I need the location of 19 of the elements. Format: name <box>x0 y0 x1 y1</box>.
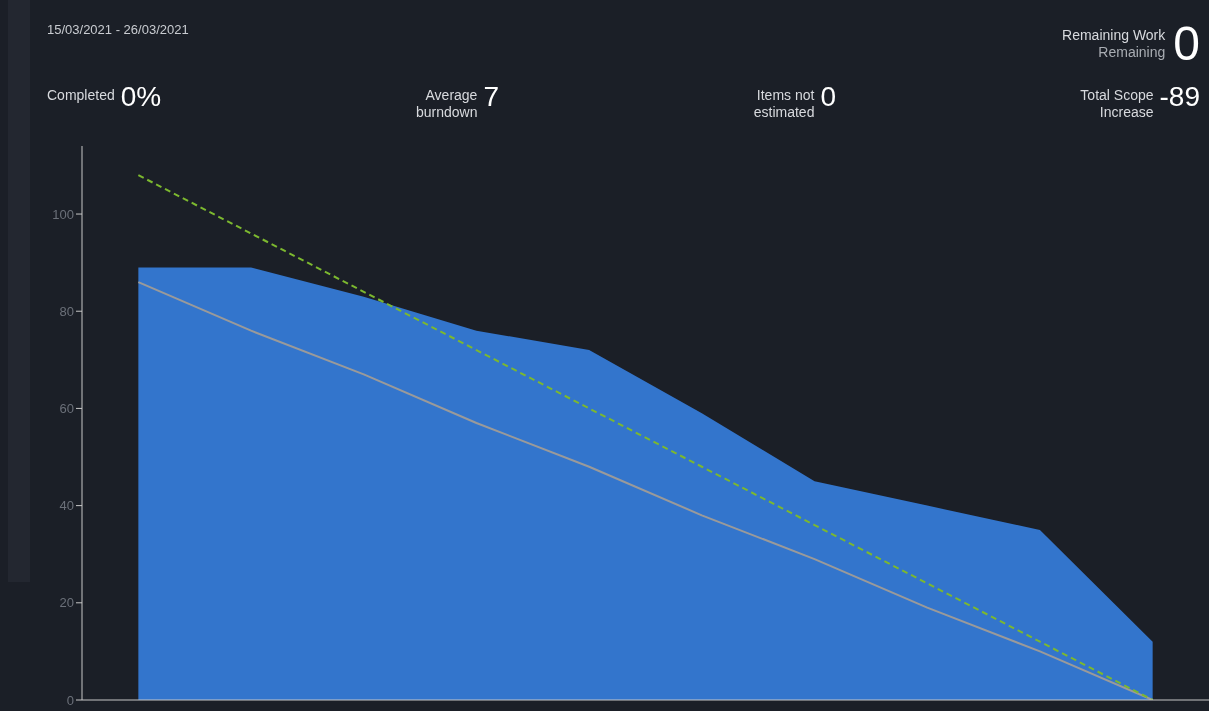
y-tick-label: 0 <box>66 692 74 708</box>
text: Completed <box>47 86 115 104</box>
text: 7 <box>483 81 499 112</box>
y-tick-label: 100 <box>52 206 74 222</box>
text: -89 <box>1159 81 1200 112</box>
text: 0% <box>120 81 162 112</box>
text: Total Scope Increase <box>1079 86 1154 121</box>
text: 0 <box>1173 17 1200 70</box>
y-tick-label: 80 <box>59 303 74 319</box>
text: Average burndown <box>414 86 478 121</box>
chart-subtitle: 15/03/2021 - 26/03/2021 <box>47 22 189 37</box>
y-tick-label: 20 <box>59 595 74 611</box>
y-tick-label: 60 <box>59 401 74 417</box>
text: 0 <box>820 81 836 112</box>
line-series <box>137 174 1154 700</box>
y-tick-label: 40 <box>59 498 74 514</box>
text: Remaining Work <box>1062 27 1166 44</box>
text: Items not estimated <box>752 86 815 121</box>
text: Remaining <box>1097 44 1166 61</box>
